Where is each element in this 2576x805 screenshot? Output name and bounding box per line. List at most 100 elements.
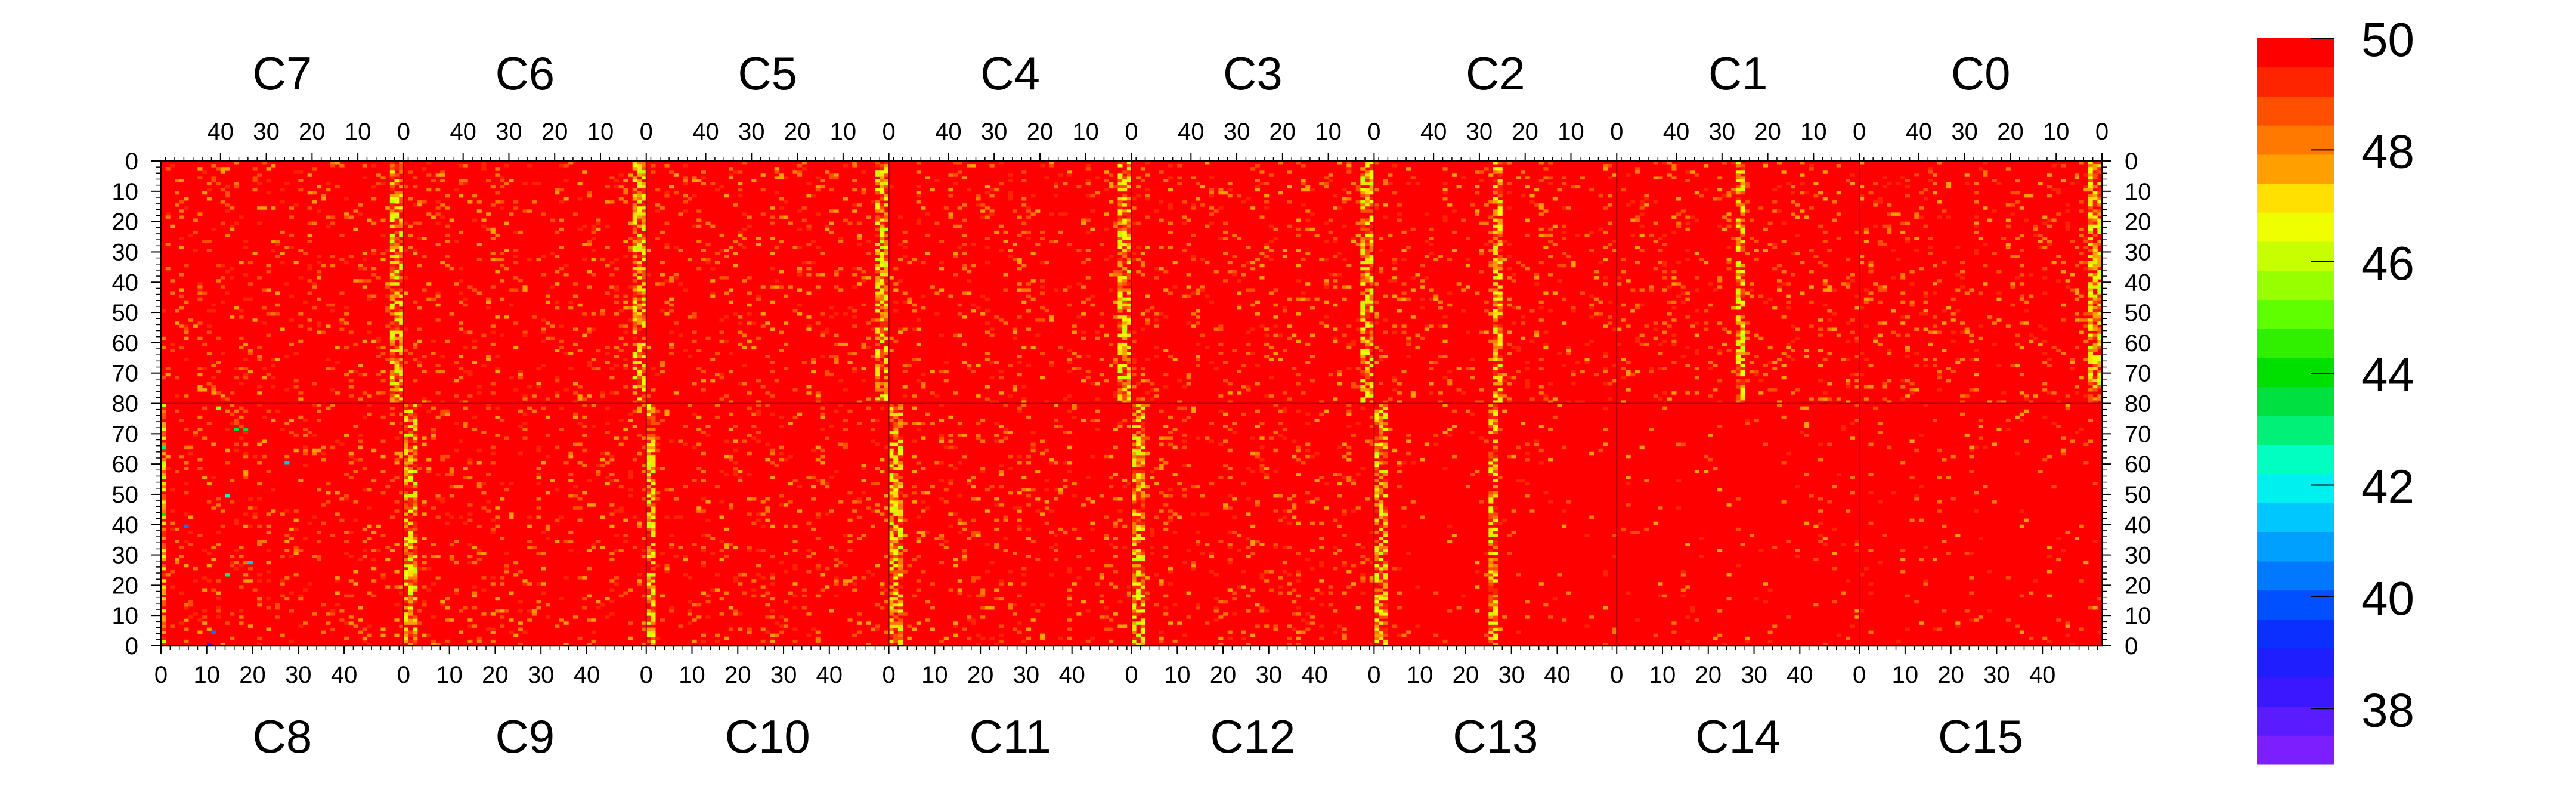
heatmap-cell: [642, 367, 647, 370]
heatmap-cell: [2056, 237, 2061, 240]
heatmap-cell: [431, 339, 436, 343]
heatmap-cell: [632, 255, 637, 258]
heatmap-cell: [1035, 391, 1041, 395]
heatmap-cell: [541, 327, 546, 331]
heatmap-cell: [2097, 397, 2103, 401]
heatmap-cell: [504, 182, 509, 186]
heatmap-cell: [1543, 176, 1549, 179]
heatmap-cell: [1301, 258, 1306, 262]
heatmap-cell: [2092, 243, 2098, 246]
heatmap-cell: [1928, 342, 1933, 346]
heatmap-cell: [1983, 173, 1988, 177]
heatmap-cell: [1223, 237, 1228, 240]
heatmap-cell: [1383, 215, 1388, 219]
heatmap-cell: [825, 224, 830, 228]
heatmap-cell: [897, 258, 903, 262]
heatmap-cell: [389, 161, 395, 165]
heatmap-cell: [555, 379, 560, 383]
heatmap-cell: [1722, 227, 1727, 231]
heatmap-cell: [596, 221, 601, 225]
heatmap-cell: [1516, 306, 1521, 310]
heatmap-cell: [2083, 318, 2089, 322]
heatmap-cell: [225, 270, 230, 274]
heatmap-cell: [1704, 327, 1709, 331]
heatmap-cell: [1928, 167, 1933, 171]
heatmap-cell: [1562, 182, 1567, 186]
heatmap-cell: [1365, 179, 1370, 182]
heatmap-cell: [1259, 264, 1265, 268]
heatmap-cell: [243, 451, 249, 456]
heatmap-cell: [394, 358, 400, 361]
heatmap-cell: [220, 170, 225, 174]
heatmap-cell: [1126, 379, 1132, 383]
heatmap-cell: [1246, 288, 1251, 292]
heatmap-cell: [2070, 358, 2075, 361]
heatmap-cell: [1648, 288, 1654, 292]
heatmap-cell: [179, 246, 184, 249]
heatmap-cell: [1168, 176, 1173, 179]
heatmap-cell: [197, 176, 203, 179]
heatmap-cell: [1740, 273, 1745, 277]
heatmap-cell: [605, 361, 610, 364]
heatmap-cell: [230, 276, 235, 280]
heatmap-cell: [389, 397, 395, 401]
heatmap-cell: [1694, 391, 1699, 395]
heatmap-cell: [170, 164, 175, 168]
heatmap-cell: [1974, 388, 1979, 392]
heatmap-cell: [2097, 218, 2103, 222]
heatmap-cell: [1218, 342, 1224, 346]
heatmap-cell: [2029, 333, 2034, 338]
heatmap-cell: [834, 209, 839, 213]
heatmap-cell: [696, 379, 702, 383]
heatmap-cell: [880, 240, 885, 243]
heatmap-cell: [884, 227, 890, 231]
heatmap-cell: [1639, 203, 1645, 207]
heatmap-cell: [1360, 309, 1366, 313]
heatmap-cell: [760, 173, 766, 177]
heatmap-cell: [1305, 185, 1311, 189]
heatmap-cell: [1827, 397, 1832, 401]
heatmap-cell: [1319, 164, 1324, 168]
heatmap-cell: [330, 303, 336, 307]
heatmap-cell: [1232, 255, 1237, 258]
heatmap-cell: [925, 252, 931, 255]
heatmap-cell: [866, 252, 871, 255]
heatmap-cell: [577, 385, 583, 389]
heatmap-cell: [1365, 203, 1370, 207]
heatmap-cell: [348, 370, 354, 374]
heatmap-cell: [1113, 394, 1118, 398]
heatmap-cell: [2088, 164, 2094, 168]
heatmap-cell: [555, 349, 560, 352]
heatmap-cell: [284, 540, 290, 543]
heatmap-cell: [1493, 282, 1498, 286]
heatmap-cell: [1379, 267, 1384, 271]
heatmap-cell: [632, 261, 637, 265]
heatmap-cell: [1076, 355, 1082, 358]
heatmap-cell: [1039, 164, 1045, 168]
heatmap-cell: [642, 400, 647, 404]
heatmap-cell: [1667, 397, 1672, 401]
heatmap-cell: [733, 203, 738, 207]
heatmap-cell: [1562, 397, 1567, 401]
heatmap-cell: [1035, 209, 1041, 213]
heatmap-cell: [1365, 303, 1370, 307]
heatmap-cell: [399, 364, 404, 367]
heatmap-cell: [536, 382, 541, 386]
heatmap-cell: [710, 279, 716, 283]
heatmap-cell: [1241, 185, 1246, 189]
heatmap-cell: [257, 173, 262, 177]
heatmap-cell: [1493, 270, 1498, 274]
heatmap-cell: [257, 206, 262, 210]
heatmap-cell: [1662, 276, 1668, 280]
heatmap-cell: [1850, 330, 1855, 335]
heatmap-cell: [490, 230, 496, 234]
heatmap-cell: [1580, 206, 1585, 210]
heatmap-cell: [1497, 227, 1503, 231]
heatmap-cell: [211, 500, 216, 504]
heatmap-cell: [161, 467, 166, 470]
heatmap-cell: [1081, 330, 1086, 335]
heatmap-cell: [1021, 170, 1027, 174]
heatmap-cell: [161, 509, 166, 513]
heatmap-cell: [880, 306, 885, 310]
heatmap-cell: [394, 282, 400, 286]
